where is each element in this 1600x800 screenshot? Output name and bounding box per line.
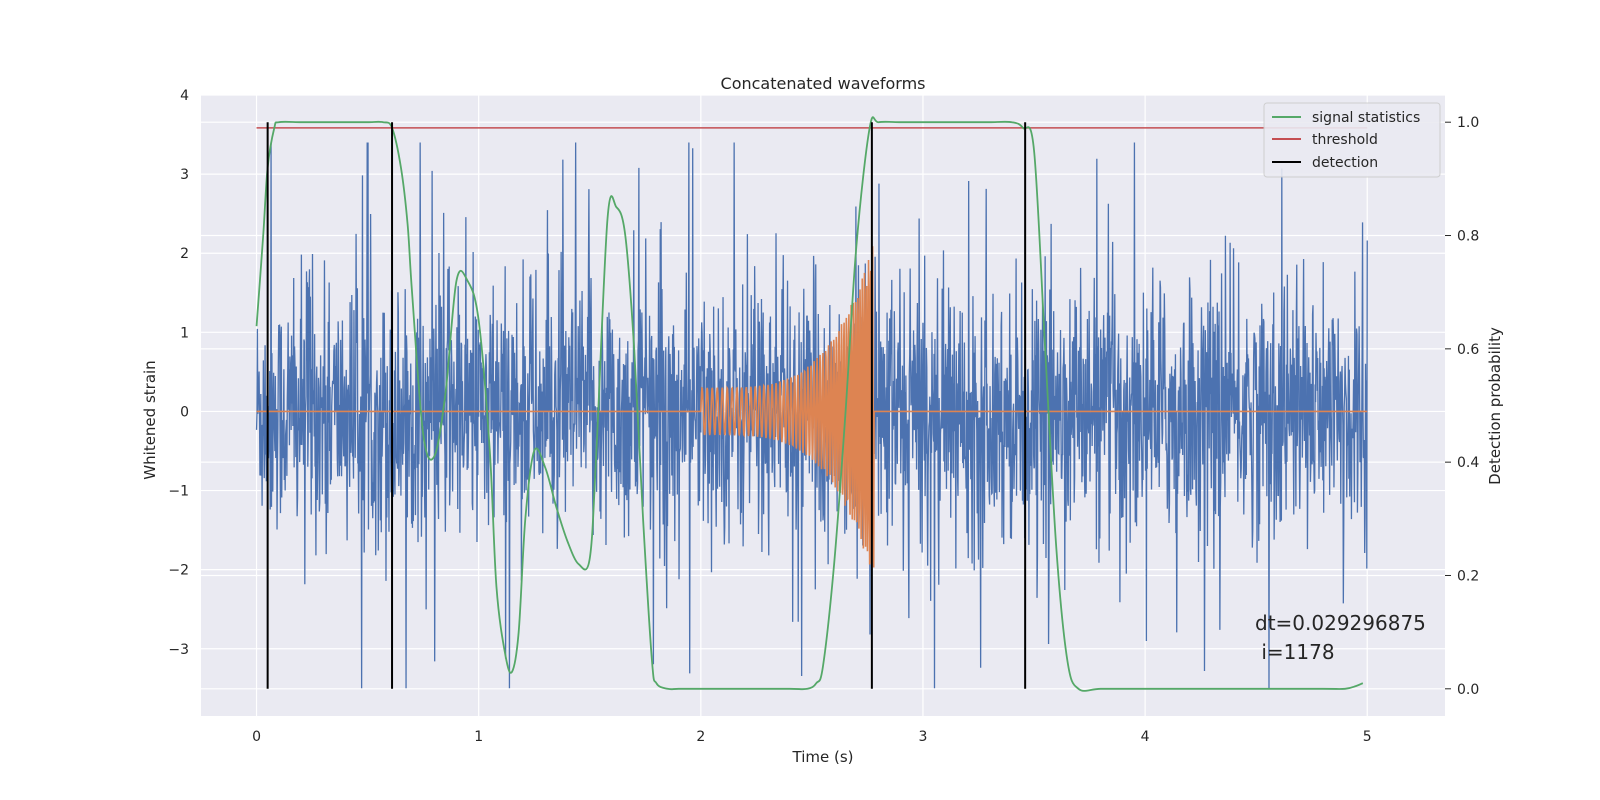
y-left-tick-label: 3 xyxy=(180,167,189,183)
series-template-line xyxy=(256,246,1368,568)
x-tick-label: 2 xyxy=(696,729,705,745)
tick-labels: 0 1 2 3 4 5 −3 −2 −1 0 1 2 3 4 0.0 0.2 0.4 0.6 0.8 1.0 xyxy=(168,88,1479,745)
y-right-tick-label: 0.6 xyxy=(1457,342,1479,358)
legend-box xyxy=(1263,102,1441,178)
y-left-tick-label: 2 xyxy=(180,246,189,262)
x-tick-label: 3 xyxy=(919,729,928,745)
y-right-tick-label: 0.4 xyxy=(1457,455,1479,471)
y-right-tick-label: 0.0 xyxy=(1457,682,1479,698)
y-left-tick-label: 1 xyxy=(180,325,189,341)
y-axis-label-left: Whitened strain xyxy=(141,360,159,479)
y-left-tick-label: 4 xyxy=(180,88,189,104)
y-right-tick-label: 1.0 xyxy=(1457,115,1479,131)
y-left-tick-label: 0 xyxy=(180,404,189,420)
legend-label-detection: detection xyxy=(1312,155,1378,171)
series-signal-statistics-line xyxy=(255,116,1364,692)
annotation-i: i=1178 xyxy=(1255,640,1335,664)
x-tick-label: 4 xyxy=(1141,729,1150,745)
x-tick-label: 0 xyxy=(252,729,261,745)
x-tick-label: 1 xyxy=(474,729,483,745)
annotation-dt: dt=0.029296875 xyxy=(1255,611,1426,635)
y-left-tick-label: −3 xyxy=(168,642,189,658)
legend-label-threshold: threshold xyxy=(1312,132,1378,148)
y-left-tick-label: −1 xyxy=(168,484,189,500)
x-tick-label: 5 xyxy=(1363,729,1372,745)
legend: signal statistics threshold detection xyxy=(1263,102,1441,178)
y-right-tick-label: 0.8 xyxy=(1457,229,1479,245)
y-axis-label-right: Detection probability xyxy=(1486,327,1504,485)
x-axis-label: Time (s) xyxy=(792,748,854,766)
legend-label-signal-statistics: signal statistics xyxy=(1312,110,1420,126)
chart-title: Concatenated waveforms xyxy=(721,74,926,93)
y-left-tick-label: −2 xyxy=(168,563,189,579)
y-right-tick-label: 0.2 xyxy=(1457,568,1479,584)
series-layer xyxy=(255,116,1368,692)
